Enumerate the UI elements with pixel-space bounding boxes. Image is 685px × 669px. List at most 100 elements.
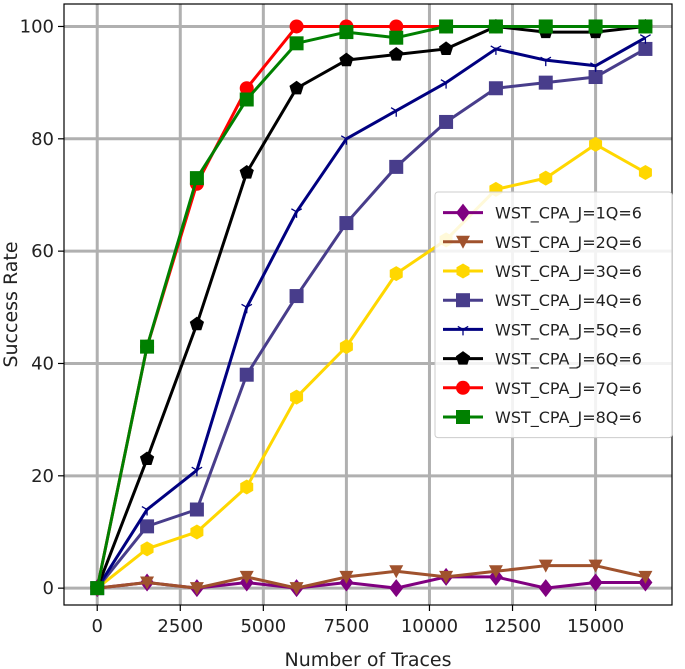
data-point (140, 519, 155, 534)
legend-marker (456, 235, 470, 249)
data-point (339, 339, 353, 355)
data-point (189, 316, 205, 331)
data-point (339, 216, 354, 231)
data-point (389, 565, 404, 579)
data-point (588, 19, 603, 34)
data-point (239, 570, 254, 584)
data-point (339, 25, 354, 40)
legend-marker (457, 325, 469, 336)
data-point (538, 579, 553, 598)
data-point (339, 52, 354, 67)
legend-entry: WST_CPA_J=5Q=6 (443, 320, 642, 340)
legend-label: WST_CPA_J=8Q=6 (495, 408, 642, 428)
data-point (241, 303, 253, 314)
data-point (340, 135, 352, 145)
legend-label: WST_CPA_J=3Q=6 (495, 262, 642, 282)
data-point (389, 30, 404, 45)
data-point (291, 208, 303, 218)
legend-marker (456, 263, 470, 279)
data-point (439, 114, 454, 129)
legend-marker (456, 203, 470, 222)
x-tick-label: 0 (91, 616, 102, 637)
x-axis-label: Number of Traces (284, 649, 451, 669)
data-point (638, 165, 652, 180)
data-point (239, 165, 254, 179)
data-point (190, 524, 204, 540)
y-tick-label: 40 (31, 353, 54, 374)
y-tick-label: 80 (31, 129, 54, 150)
data-point (289, 19, 304, 34)
data-point (140, 339, 155, 354)
legend-label: WST_CPA_J=7Q=6 (495, 379, 642, 399)
legend-label: WST_CPA_J=5Q=6 (495, 320, 642, 340)
legend: WST_CPA_J=1Q=6 WST_CPA_J=2Q=6 WST_CPA_J=3Q… (434, 191, 673, 439)
data-point (590, 62, 602, 72)
tick-labels: 0 2500 5000 7500 10000 12500 15000 0 20 40 60 80 100 (20, 16, 625, 637)
data-point (490, 45, 502, 55)
data-point (140, 541, 154, 557)
data-point (390, 107, 402, 117)
x-tick-label: 10000 (401, 616, 458, 637)
legend-entry: WST_CPA_J=3Q=6 (443, 262, 642, 282)
y-tick-label: 100 (20, 16, 54, 37)
data-point (589, 136, 603, 152)
series-8 (90, 19, 653, 596)
data-point (588, 573, 603, 592)
series-line (97, 564, 646, 590)
legend-entry: WST_CPA_J=6Q=6 (443, 350, 642, 370)
data-point (389, 47, 404, 61)
data-point (639, 34, 651, 44)
legend-entry: WST_CPA_J=2Q=6 (443, 233, 642, 253)
data-point (389, 19, 404, 34)
data-point (439, 19, 454, 34)
data-point (538, 75, 553, 90)
data-point (289, 289, 304, 304)
x-tick-label: 7500 (323, 616, 369, 637)
series-4 (90, 41, 653, 596)
legend-box (434, 191, 673, 439)
data-point (539, 170, 553, 186)
data-point (389, 159, 404, 174)
data-point (439, 570, 454, 584)
y-tick-label: 0 (43, 578, 54, 599)
data-point (140, 576, 155, 590)
legend-label: WST_CPA_J=2Q=6 (495, 233, 642, 253)
data-point (588, 559, 603, 573)
data-point (389, 266, 403, 282)
legend-entry: WST_CPA_J=8Q=6 (443, 408, 642, 428)
x-tick-label: 15000 (567, 616, 624, 637)
series-line (95, 24, 646, 589)
data-point (588, 70, 603, 85)
series-line (95, 24, 646, 589)
data-point (638, 19, 653, 34)
legend-marker (455, 351, 471, 365)
data-point (189, 171, 204, 186)
legend-marker (456, 410, 470, 424)
legend-label: WST_CPA_J=1Q=6 (495, 204, 642, 224)
data-point (289, 80, 304, 95)
y-tick-label: 20 (31, 466, 54, 487)
data-point (538, 19, 553, 34)
data-point (141, 505, 153, 516)
x-tick-label: 5000 (240, 616, 286, 637)
series-line (96, 142, 647, 590)
data-point (540, 56, 552, 67)
data-point (389, 579, 404, 598)
data-point (90, 581, 105, 596)
data-point (488, 565, 503, 579)
data-point (440, 79, 452, 89)
data-point (239, 81, 254, 96)
legend-entry: WST_CPA_J=4Q=6 (443, 291, 642, 311)
legend-label: WST_CPA_J=6Q=6 (495, 350, 642, 370)
legend-entry: WST_CPA_J=1Q=6 (443, 203, 642, 224)
legend-label: WST_CPA_J=4Q=6 (495, 291, 642, 311)
data-point (488, 19, 503, 34)
series-line (96, 47, 647, 590)
y-tick-label: 60 (31, 241, 54, 262)
data-point (239, 367, 254, 382)
x-tick-label: 2500 (157, 616, 203, 637)
data-point (289, 36, 304, 51)
data-point (290, 389, 304, 405)
data-point (239, 92, 254, 107)
